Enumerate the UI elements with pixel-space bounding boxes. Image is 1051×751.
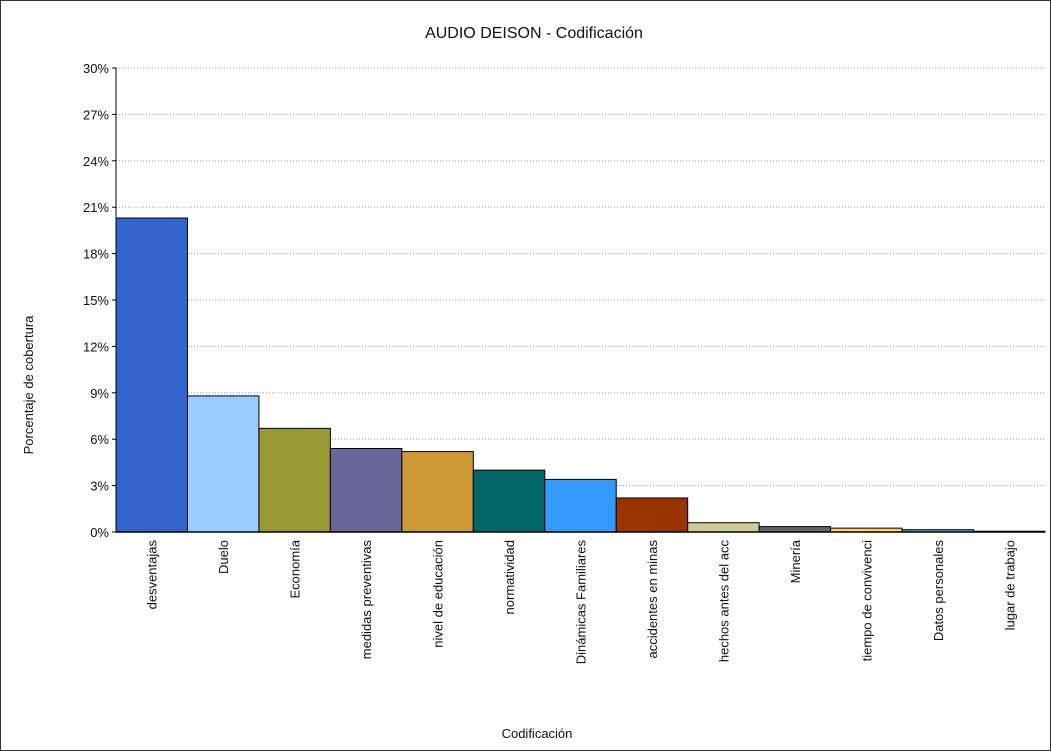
x-category-labels: desventajas Duelo Economía medidas preventi… [145,539,1018,664]
x-tick-label: hechos antes del acc [716,540,731,663]
bar [758,526,832,533]
y-tick-label: 21% [83,200,109,215]
chart-title: AUDIO DEISON - Codificación [425,25,643,42]
bar [544,478,617,533]
y-axis-label: Porcentaje de cobertura [21,315,36,455]
x-tick-label: Economía [288,539,303,598]
y-tick-label: 27% [83,107,109,122]
bar [615,497,689,533]
x-axis-label: Codificación [502,726,573,741]
bar [329,447,403,533]
y-tick-labels: 0% 3% 6% 9% 12% 15% 18% 21% 24% 27% 30% [83,61,116,540]
bar [472,469,546,533]
x-tick-label: desventajas [145,540,160,610]
x-tick-label: medidas preventivas [359,540,374,660]
y-tick-label: 30% [83,61,109,76]
bar [115,217,188,533]
x-tick-label: accidentes en minas [645,540,660,659]
bar [401,451,474,533]
y-tick-label: 3% [90,479,109,494]
bars [115,217,1046,533]
bar [687,522,760,533]
y-tick-label: 15% [83,293,109,308]
bar [258,427,331,533]
x-tick-label: Duelo [216,540,231,574]
x-tick-label: nivel de educación [431,540,446,648]
y-tick-label: 18% [83,247,109,262]
gridlines [116,67,1045,487]
x-tick-label: Dinámicas Familiares [574,540,589,665]
y-tick-label: 0% [90,525,109,540]
x-tick-label: Datos personales [931,540,946,642]
y-tick-label: 24% [83,154,109,169]
y-tick-label: 12% [83,339,109,354]
y-tick-label: 9% [90,386,109,401]
x-tick-label: tiempo de convivenci [859,540,874,662]
x-tick-label: Minería [788,539,803,583]
bar [186,395,260,533]
x-tick-label: normatividad [502,540,517,614]
x-tick-label: lugar de trabajo [1002,540,1017,630]
y-tick-label: 6% [90,432,109,447]
